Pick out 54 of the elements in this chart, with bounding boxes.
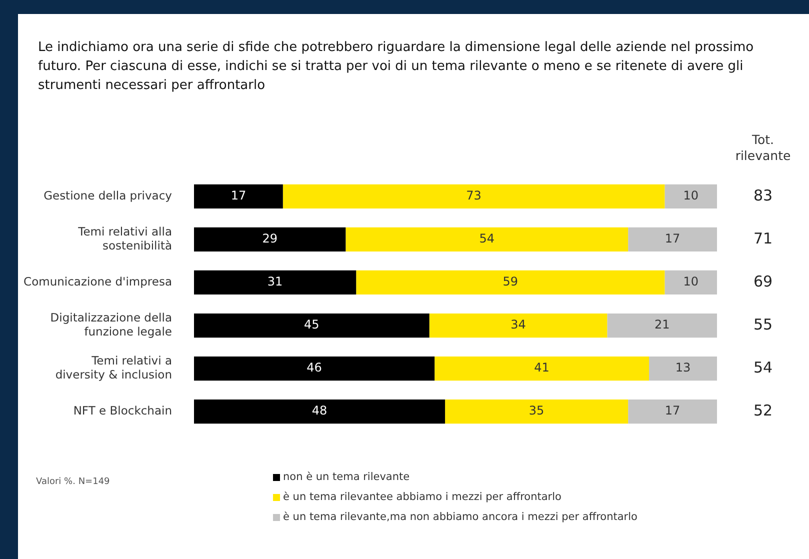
bar	[664, 270, 717, 295]
data-label: 41	[534, 360, 550, 375]
chart-title: Le indichiamo ora una serie di sfide che potrebbero riguardare la dimensione legal delle aziende nel prossimo futuro. Per ciascuna di esse, indichi se si tratta per voi di un tema rilevante o meno e se ritenete di avere gli strumenti necessari per affrontarlo	[38, 39, 755, 95]
y-tick-label: Temi relativi alla sostenibilità	[77, 224, 172, 252]
bar	[346, 227, 628, 252]
bar	[607, 313, 717, 338]
data-label: 59	[502, 274, 518, 289]
data-label: 46	[306, 360, 322, 375]
y-tick-label: NFT e Blockchain	[73, 404, 172, 418]
data-label: 34	[510, 318, 526, 332]
legend-label: non è un tema rilevante	[283, 471, 410, 483]
y-tick-label: Temi relativi a diversity & inclusion	[55, 354, 172, 382]
text: 71	[753, 229, 773, 248]
text: Tot. rilevante	[734, 132, 792, 164]
data-label: 35	[528, 404, 544, 418]
data-label: 73	[466, 188, 482, 203]
legend-label: è un tema rilevantee abbiamo i mezzi per affrontarlo	[283, 491, 562, 503]
data-label: 17	[664, 404, 680, 418]
data-label: 48	[312, 404, 328, 418]
bar	[282, 184, 665, 208]
bar	[194, 270, 356, 295]
bar	[194, 184, 283, 208]
text: 83	[753, 186, 773, 204]
data-label: 31	[267, 274, 283, 289]
data-label: 10	[683, 188, 698, 203]
data-label: 17	[230, 188, 246, 203]
bar	[628, 227, 717, 252]
data-label: 54	[479, 232, 495, 246]
data-label: 21	[654, 318, 670, 332]
bar	[194, 227, 346, 252]
bar	[628, 400, 717, 424]
text: 69	[753, 272, 773, 290]
y-tick-label: Gestione della privacy	[44, 188, 172, 202]
bar	[434, 356, 650, 381]
bar	[445, 400, 628, 424]
y-tick-label: Comunicazione d'impresa	[24, 274, 172, 288]
data-label: 29	[262, 232, 278, 246]
bar	[194, 356, 435, 381]
data-label: 17	[664, 232, 680, 246]
data-label: 45	[304, 318, 320, 332]
bar	[194, 313, 430, 338]
data-label: 13	[675, 360, 691, 375]
data-label: 10	[683, 274, 698, 289]
bar	[429, 313, 608, 338]
text: Valori %. N=149	[36, 477, 110, 487]
bar	[194, 400, 446, 424]
bar	[649, 356, 717, 381]
text: 52	[753, 401, 773, 420]
bar	[356, 270, 665, 295]
y-tick-label: Digitalizzazione della funzione legale	[50, 310, 172, 338]
text: 54	[753, 358, 773, 376]
legend-label: è un tema rilevante,ma non abbiamo ancora i mezzi per affrontarlo	[283, 511, 638, 523]
text: 55	[753, 315, 773, 334]
bar	[664, 184, 717, 208]
